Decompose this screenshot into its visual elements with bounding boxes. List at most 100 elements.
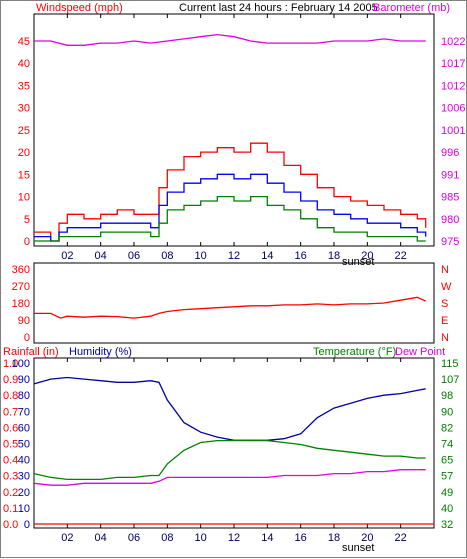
rain-tick-label-3: 0.3	[3, 471, 18, 483]
x-tick-label-2: 06	[128, 250, 140, 262]
humidity-tick-label-7: 70	[18, 406, 30, 418]
wind-tick-label-6: 30	[18, 103, 30, 115]
dir-tick-label-2: 180	[12, 298, 30, 310]
rain-tick-label-2: 0.2	[3, 487, 18, 499]
x-tick-label-9: 20	[361, 532, 373, 544]
x-tick-label-4: 10	[195, 250, 207, 262]
wind-tick-label-9: 45	[18, 36, 30, 48]
temp-tick-label-10: 115	[441, 358, 459, 370]
wind-tick-label-1: 5	[24, 214, 30, 226]
temperature-legend: Temperature (°F)	[313, 346, 396, 358]
x-tick-label-10: 22	[395, 532, 407, 544]
baro-tick-label-6: 1006	[441, 103, 465, 115]
chart-title: Current last 24 hours : February 14 2005	[179, 2, 378, 14]
series-barometerline	[34, 33, 426, 46]
temp-tick-label-7: 90	[441, 406, 453, 418]
compass-label-0: N	[441, 264, 449, 276]
compass-label-4: N	[441, 332, 449, 344]
humidity-tick-label-0: 0	[24, 519, 30, 531]
barometer-axis-title: Barometer (mb)	[373, 2, 450, 14]
wind-x-ticks: 02 04 06 08 10 12 14 16 18 20 22	[61, 14, 407, 262]
dewpoint-legend: Dew Point	[395, 346, 445, 358]
x-tick-label-5: 12	[228, 532, 240, 544]
x-tick-label-5: 12	[228, 250, 240, 262]
humidity-tick-label-3: 30	[18, 471, 30, 483]
x-tick-label-3: 08	[161, 250, 173, 262]
direction-left-ticks: 0 90 180 270 360	[12, 264, 30, 344]
dir-tick-label-0: 0	[24, 332, 30, 344]
wind-tick-label-5: 25	[18, 125, 30, 137]
direction-plot-area	[33, 262, 435, 344]
dir-tick-label-3: 270	[12, 281, 30, 293]
rain-tick-label-9: 0.9	[3, 374, 18, 386]
temp-tick-label-6: 82	[441, 422, 453, 434]
temp-tick-label-8: 98	[441, 390, 453, 402]
baro-tick-label-4: 996	[441, 147, 459, 159]
humidity-tick-label-1: 10	[18, 503, 30, 515]
rainfall-legend: Rainfall (in)	[3, 346, 59, 358]
humidity-tick-label-8: 80	[18, 390, 30, 402]
x-tick-label-4: 10	[195, 532, 207, 544]
humidity-tick-label-5: 50	[18, 439, 30, 451]
compass-label-2: S	[441, 298, 448, 310]
humidity-ticks: 0 10 20 30 40 50 60 70 80 90 100	[12, 358, 30, 531]
barometer-right-ticks: 975 980 985 991 996 1001 1006 1012 1017 1022	[441, 36, 465, 248]
humidity-legend: Humidity (%)	[69, 346, 132, 358]
humidity-tick-label-10: 100	[12, 358, 30, 370]
series-dew-pointline	[33, 469, 426, 486]
baro-tick-label-3: 991	[441, 169, 459, 181]
x-tick-label-0: 02	[61, 250, 73, 262]
temp-tick-label-9: 107	[441, 374, 459, 386]
wind-series-group	[34, 33, 427, 242]
x-tick-label-8: 18	[328, 532, 340, 544]
compass-label-3: E	[441, 315, 448, 327]
dir-tick-label-1: 90	[18, 315, 30, 327]
windspeed-axis-title: Windspeed (mph)	[36, 2, 123, 14]
x-tick-label-2: 06	[128, 532, 140, 544]
series-wind-gustline	[34, 142, 427, 242]
x-tick-label-1: 04	[95, 532, 107, 544]
x-tick-label-9: 20	[361, 250, 373, 262]
wind-direction-line	[34, 296, 426, 319]
temp-tick-label-2: 49	[441, 487, 453, 499]
climate-series-group	[33, 376, 434, 525]
compass-label-1: W	[441, 281, 452, 293]
x-tick-label-7: 16	[295, 532, 307, 544]
x-tick-label-3: 08	[161, 532, 173, 544]
temp-tick-label-3: 57	[441, 471, 453, 483]
rain-tick-label-4: 0.4	[3, 455, 18, 467]
x-tick-label-10: 22	[395, 250, 407, 262]
rain-ticks: 0.0 0.1 0.2 0.3 0.4 0.5 0.6 0.7 0.8 0.9 1.0	[3, 358, 18, 531]
wind-tick-label-3: 15	[18, 169, 30, 181]
dir-tick-label-4: 360	[12, 264, 30, 276]
rain-tick-label-7: 0.7	[3, 406, 18, 418]
x-tick-label-7: 16	[295, 250, 307, 262]
rain-tick-label-6: 0.6	[3, 422, 18, 434]
sunset-label-top: sunset	[342, 256, 374, 268]
x-tick-label-1: 04	[95, 250, 107, 262]
humidity-tick-label-4: 40	[18, 455, 30, 467]
baro-tick-label-9: 1022	[441, 36, 465, 48]
temp-tick-label-5: 74	[441, 439, 453, 451]
temp-tick-label-4: 65	[441, 455, 453, 467]
wind-tick-label-7: 35	[18, 80, 30, 92]
x-tick-label-8: 18	[328, 250, 340, 262]
baro-tick-label-8: 1017	[441, 58, 465, 70]
baro-tick-label-7: 1012	[441, 80, 465, 92]
x-tick-label-0: 02	[61, 532, 73, 544]
climate-x-ticks: 02 04 06 08 10 12 14 16 18 20 22	[61, 358, 407, 544]
baro-tick-label-2: 985	[441, 192, 459, 204]
humidity-tick-label-6: 60	[18, 422, 30, 434]
humidity-tick-label-9: 90	[18, 374, 30, 386]
baro-tick-label-0: 975	[441, 236, 459, 248]
wind-tick-label-0: 0	[24, 236, 30, 248]
rain-tick-label-1: 0.1	[3, 503, 18, 515]
wind-tick-label-2: 10	[18, 192, 30, 204]
wind-left-ticks: 0 5 10 15 20 25 30 35 40 45	[18, 36, 30, 248]
series-wind-speedline	[34, 173, 427, 242]
sunset-label-bottom: sunset	[342, 542, 374, 554]
rain-tick-label-0: 0.0	[3, 519, 18, 531]
climate-plot-area	[33, 357, 435, 529]
